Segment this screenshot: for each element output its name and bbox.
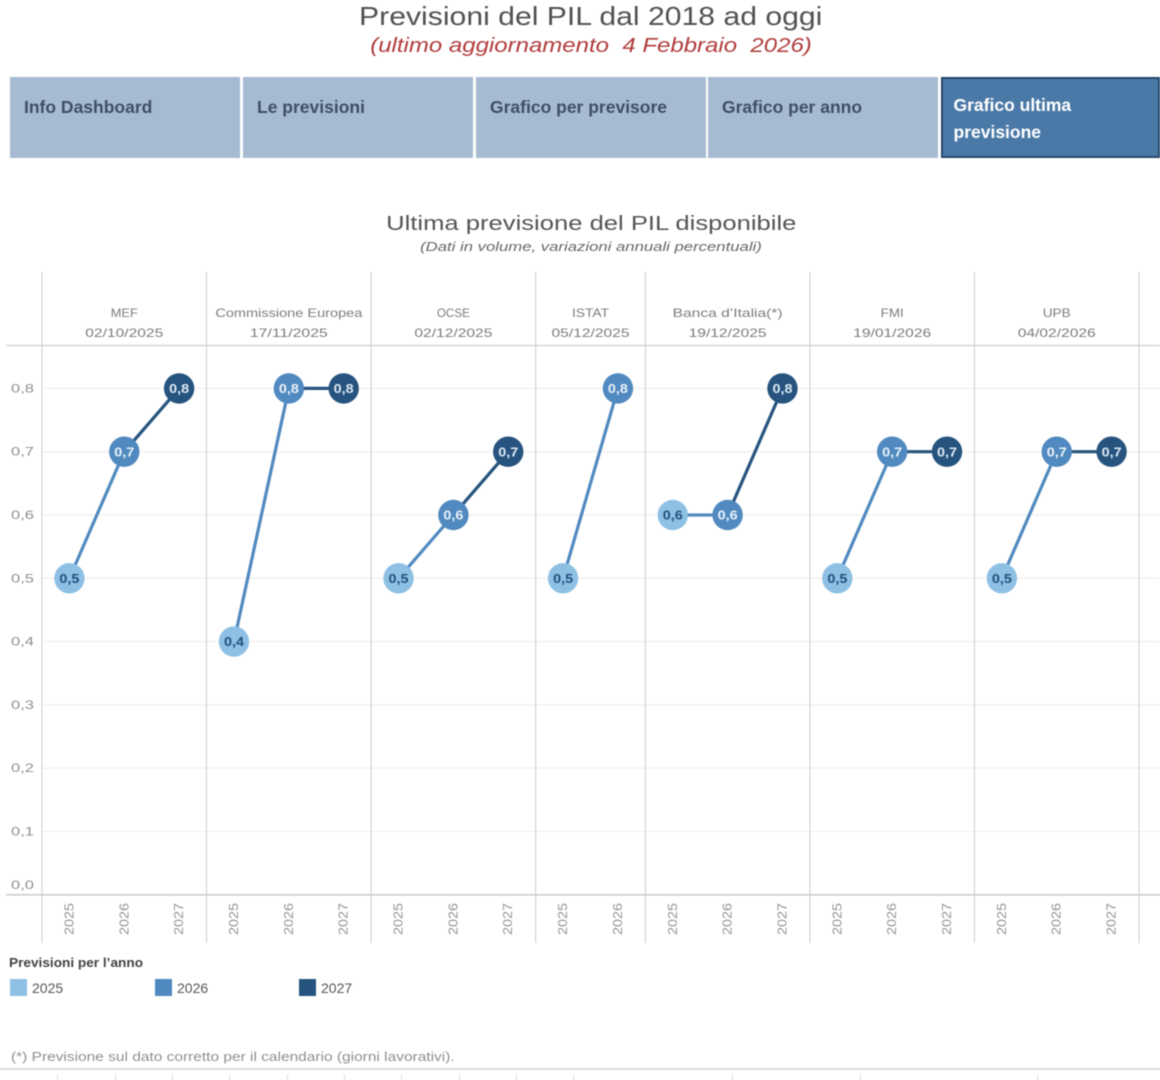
svg-text:0,3: 0,3 [11,698,34,712]
svg-text:0,7: 0,7 [1102,444,1122,459]
svg-text:0,8: 0,8 [334,381,354,396]
svg-text:FMI: FMI [881,306,904,320]
svg-text:2025: 2025 [227,903,241,935]
svg-text:0,8: 0,8 [169,381,189,396]
svg-text:0,8: 0,8 [11,381,34,395]
svg-text:0,2: 0,2 [11,761,34,775]
svg-text:0,1: 0,1 [11,825,34,839]
svg-text:MEF: MEF [111,306,138,320]
svg-text:2027: 2027 [501,903,515,935]
svg-text:Commissione Europea: Commissione Europea [215,306,362,320]
svg-text:2025: 2025 [666,903,680,935]
svg-text:0,5: 0,5 [389,571,409,586]
svg-text:0,5: 0,5 [11,571,34,585]
svg-text:0,7: 0,7 [114,444,134,459]
svg-text:2026: 2026 [721,903,735,935]
svg-text:0,7: 0,7 [11,445,34,459]
svg-text:0,6: 0,6 [443,508,463,523]
svg-text:0,5: 0,5 [59,571,79,586]
svg-text:0,5: 0,5 [827,571,847,586]
svg-text:2025: 2025 [392,903,406,935]
svg-text:2027: 2027 [172,903,186,935]
svg-text:2025: 2025 [830,903,844,935]
svg-text:02/12/2025: 02/12/2025 [414,326,492,340]
svg-text:2027: 2027 [337,903,351,935]
svg-text:19/12/2025: 19/12/2025 [689,326,767,340]
svg-text:0,5: 0,5 [553,571,573,586]
svg-text:2025: 2025 [62,903,76,935]
svg-text:UPB: UPB [1043,306,1071,320]
svg-text:0,8: 0,8 [608,381,628,396]
svg-text:0,7: 0,7 [1047,444,1067,459]
svg-text:0,4: 0,4 [11,635,34,649]
svg-text:ISTAT: ISTAT [572,306,610,320]
svg-text:Banca d’Italia(*): Banca d’Italia(*) [673,306,783,320]
svg-text:2026: 2026 [117,903,131,935]
svg-text:04/02/2026: 04/02/2026 [1018,326,1096,340]
svg-text:19/01/2026: 19/01/2026 [853,326,931,340]
svg-text:2026: 2026 [1050,903,1064,935]
svg-text:2027: 2027 [1105,903,1119,935]
svg-text:0,0: 0,0 [11,878,34,892]
svg-text:2026: 2026 [446,903,460,935]
svg-text:0,5: 0,5 [992,571,1012,586]
svg-text:2025: 2025 [556,903,570,935]
svg-text:OCSE: OCSE [437,306,470,320]
svg-text:2026: 2026 [282,903,296,935]
svg-text:0,7: 0,7 [937,444,957,459]
svg-text:0,7: 0,7 [498,444,518,459]
svg-text:2027: 2027 [940,903,954,935]
svg-text:0,8: 0,8 [279,381,299,396]
svg-text:0,6: 0,6 [11,508,34,522]
svg-text:2025: 2025 [995,903,1009,935]
svg-text:02/10/2025: 02/10/2025 [85,326,163,340]
svg-text:0,6: 0,6 [718,508,738,523]
svg-text:2026: 2026 [885,903,899,935]
svg-text:0,6: 0,6 [663,508,683,523]
svg-text:17/11/2025: 17/11/2025 [250,326,328,340]
svg-text:0,4: 0,4 [224,634,245,649]
svg-text:0,7: 0,7 [882,444,902,459]
svg-text:0,8: 0,8 [772,381,792,396]
svg-text:2027: 2027 [775,903,789,935]
svg-text:2026: 2026 [611,903,625,935]
svg-text:05/12/2025: 05/12/2025 [552,326,630,340]
